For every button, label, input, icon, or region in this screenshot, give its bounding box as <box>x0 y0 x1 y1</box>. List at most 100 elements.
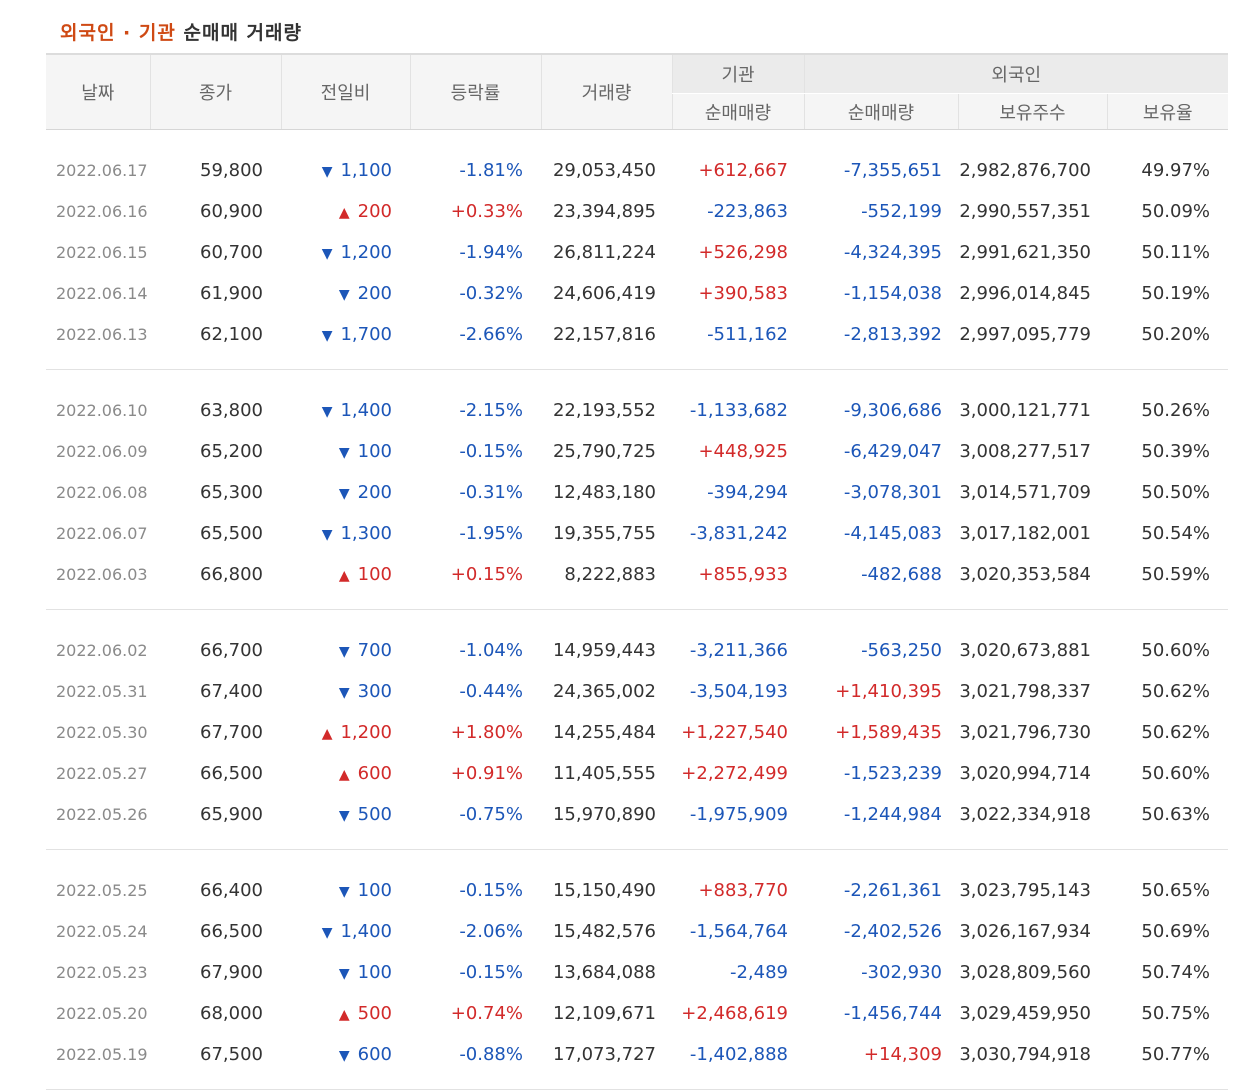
investor-trading-table: 날짜 종가 전일비 등락률 거래량 기관 외국인 순매매량 순매매량 보유주수 … <box>46 53 1229 1090</box>
arrow-down-icon: ▼ <box>338 486 350 502</box>
date-cell: 2022.05.25 <box>56 881 148 900</box>
change-value: 100 <box>357 962 392 983</box>
inst-net-cell: -3,504,193 <box>689 681 788 702</box>
arrow-down-icon: ▼ <box>338 808 350 824</box>
frg-net-cell: -552,199 <box>861 201 942 222</box>
volume-cell: 22,193,552 <box>552 400 656 421</box>
close-cell: 65,200 <box>200 441 263 462</box>
close-cell: 67,900 <box>200 962 263 983</box>
group-spacer <box>46 130 1228 151</box>
close-cell: 66,500 <box>200 763 263 784</box>
frg-net-cell: -6,429,047 <box>843 441 942 462</box>
header-frg-net: 순매매량 <box>803 93 958 130</box>
frg-hold-cell: 3,021,796,730 <box>959 722 1091 743</box>
frg-net-cell: -9,306,686 <box>843 400 942 421</box>
frg-net-cell: -4,145,083 <box>843 523 942 544</box>
change-cell: ▲ 200 <box>281 191 410 232</box>
frg-ratio-cell: 50.09% <box>1141 201 1211 222</box>
table-row: 2022.06.15 60,700 ▼ 1,200 -1.94% 26,811,224 +5… <box>46 232 1228 273</box>
close-cell: 66,800 <box>200 564 263 585</box>
date-cell: 2022.06.17 <box>56 161 148 180</box>
table-row: 2022.06.09 65,200 ▼ 100 -0.15% 25,790,725 +448… <box>46 431 1228 472</box>
change-cell: ▲ 100 <box>281 554 410 595</box>
frg-hold-cell: 3,029,459,950 <box>959 1003 1091 1024</box>
change-value: 600 <box>357 763 392 784</box>
group-spacer <box>46 370 1228 391</box>
inst-net-cell: +2,272,499 <box>681 763 788 784</box>
close-cell: 67,400 <box>200 681 263 702</box>
change-value: 1,200 <box>340 242 392 263</box>
spacer-cell <box>46 370 1228 391</box>
frg-net-cell: +1,410,395 <box>835 681 942 702</box>
change-cell: ▼ 1,300 <box>281 513 410 554</box>
table-row: 2022.06.02 66,700 ▼ 700 -1.04% 14,959,443 -3,2… <box>46 630 1228 671</box>
group-divider <box>46 835 1229 850</box>
frg-net-cell: -1,456,744 <box>843 1003 942 1024</box>
change-cell: ▲ 500 <box>281 993 410 1034</box>
change-cell: ▼ 1,400 <box>281 911 410 952</box>
close-cell: 63,800 <box>200 400 263 421</box>
frg-net-cell: -7,355,651 <box>843 160 942 181</box>
volume-cell: 25,790,725 <box>552 441 656 462</box>
header-frg-ratio: 보유율 <box>1106 93 1229 130</box>
frg-ratio-cell: 50.39% <box>1141 441 1211 462</box>
arrow-down-icon: ▼ <box>338 884 350 900</box>
inst-net-cell: -2,489 <box>729 962 788 983</box>
frg-ratio-cell: 50.26% <box>1141 400 1211 421</box>
date-cell: 2022.05.20 <box>56 1004 148 1023</box>
table-row: 2022.05.31 67,400 ▼ 300 -0.44% 24,365,002 -3,5… <box>46 671 1228 712</box>
change-cell: ▼ 200 <box>281 472 410 513</box>
arrow-down-icon: ▼ <box>338 685 350 701</box>
inst-net-cell: +2,468,619 <box>681 1003 788 1024</box>
frg-ratio-cell: 50.60% <box>1141 640 1211 661</box>
frg-hold-cell: 3,030,794,918 <box>959 1044 1091 1065</box>
header-rate: 등락률 <box>409 53 541 130</box>
table-row: 2022.06.14 61,900 ▼ 200 -0.32% 24,606,419 +390… <box>46 273 1228 314</box>
change-cell: ▼ 600 <box>281 1034 410 1075</box>
change-cell: ▼ 100 <box>281 952 410 993</box>
arrow-down-icon: ▼ <box>321 925 333 941</box>
table-row: 2022.05.30 67,700 ▲ 1,200 +1.80% 14,255,484 +1… <box>46 712 1228 753</box>
frg-net-cell: -1,154,038 <box>843 283 942 304</box>
frg-ratio-cell: 50.74% <box>1141 962 1211 983</box>
inst-net-cell: +612,667 <box>698 160 788 181</box>
date-cell: 2022.06.08 <box>56 483 148 502</box>
divider-cell <box>46 355 1229 370</box>
date-cell: 2022.05.23 <box>56 963 148 982</box>
frg-hold-cell: 2,990,557,351 <box>959 201 1091 222</box>
frg-net-cell: +14,309 <box>863 1044 942 1065</box>
frg-net-cell: -2,261,361 <box>843 880 942 901</box>
spacer-cell <box>46 850 1228 871</box>
change-cell: ▲ 1,200 <box>281 712 410 753</box>
close-cell: 67,500 <box>200 1044 263 1065</box>
table-row: 2022.05.24 66,500 ▼ 1,400 -2.06% 15,482,576 -1… <box>46 911 1228 952</box>
frg-net-cell: -2,402,526 <box>843 921 942 942</box>
arrow-down-icon: ▼ <box>321 164 333 180</box>
arrow-down-icon: ▼ <box>321 404 333 420</box>
frg-ratio-cell: 50.20% <box>1141 324 1211 345</box>
frg-hold-cell: 3,023,795,143 <box>959 880 1091 901</box>
inst-net-cell: -511,162 <box>707 324 788 345</box>
table-row: 2022.06.03 66,800 ▲ 100 +0.15% 8,222,883 +855,… <box>46 554 1228 595</box>
volume-cell: 22,157,816 <box>552 324 656 345</box>
arrow-up-icon: ▲ <box>338 568 350 584</box>
frg-ratio-cell: 50.62% <box>1141 681 1211 702</box>
frg-hold-cell: 3,026,167,934 <box>959 921 1091 942</box>
inst-net-cell: +855,933 <box>698 564 788 585</box>
frg-net-cell: -1,523,239 <box>843 763 942 784</box>
rate-cell: -2.15% <box>459 400 523 421</box>
volume-cell: 29,053,450 <box>552 160 656 181</box>
frg-hold-cell: 3,020,994,714 <box>959 763 1091 784</box>
close-cell: 66,400 <box>200 880 263 901</box>
frg-hold-cell: 2,996,014,845 <box>959 283 1091 304</box>
header-foreign: 외국인 <box>803 53 1229 94</box>
table-row: 2022.05.19 67,500 ▼ 600 -0.88% 17,073,727 -1,4… <box>46 1034 1228 1075</box>
rate-cell: -0.32% <box>459 283 523 304</box>
frg-net-cell: -563,250 <box>861 640 942 661</box>
frg-hold-cell: 2,982,876,700 <box>959 160 1091 181</box>
header-frg-hold: 보유주수 <box>957 93 1107 130</box>
inst-net-cell: -1,402,888 <box>689 1044 788 1065</box>
volume-cell: 14,255,484 <box>552 722 656 743</box>
change-value: 100 <box>357 441 392 462</box>
frg-hold-cell: 3,022,334,918 <box>959 804 1091 825</box>
